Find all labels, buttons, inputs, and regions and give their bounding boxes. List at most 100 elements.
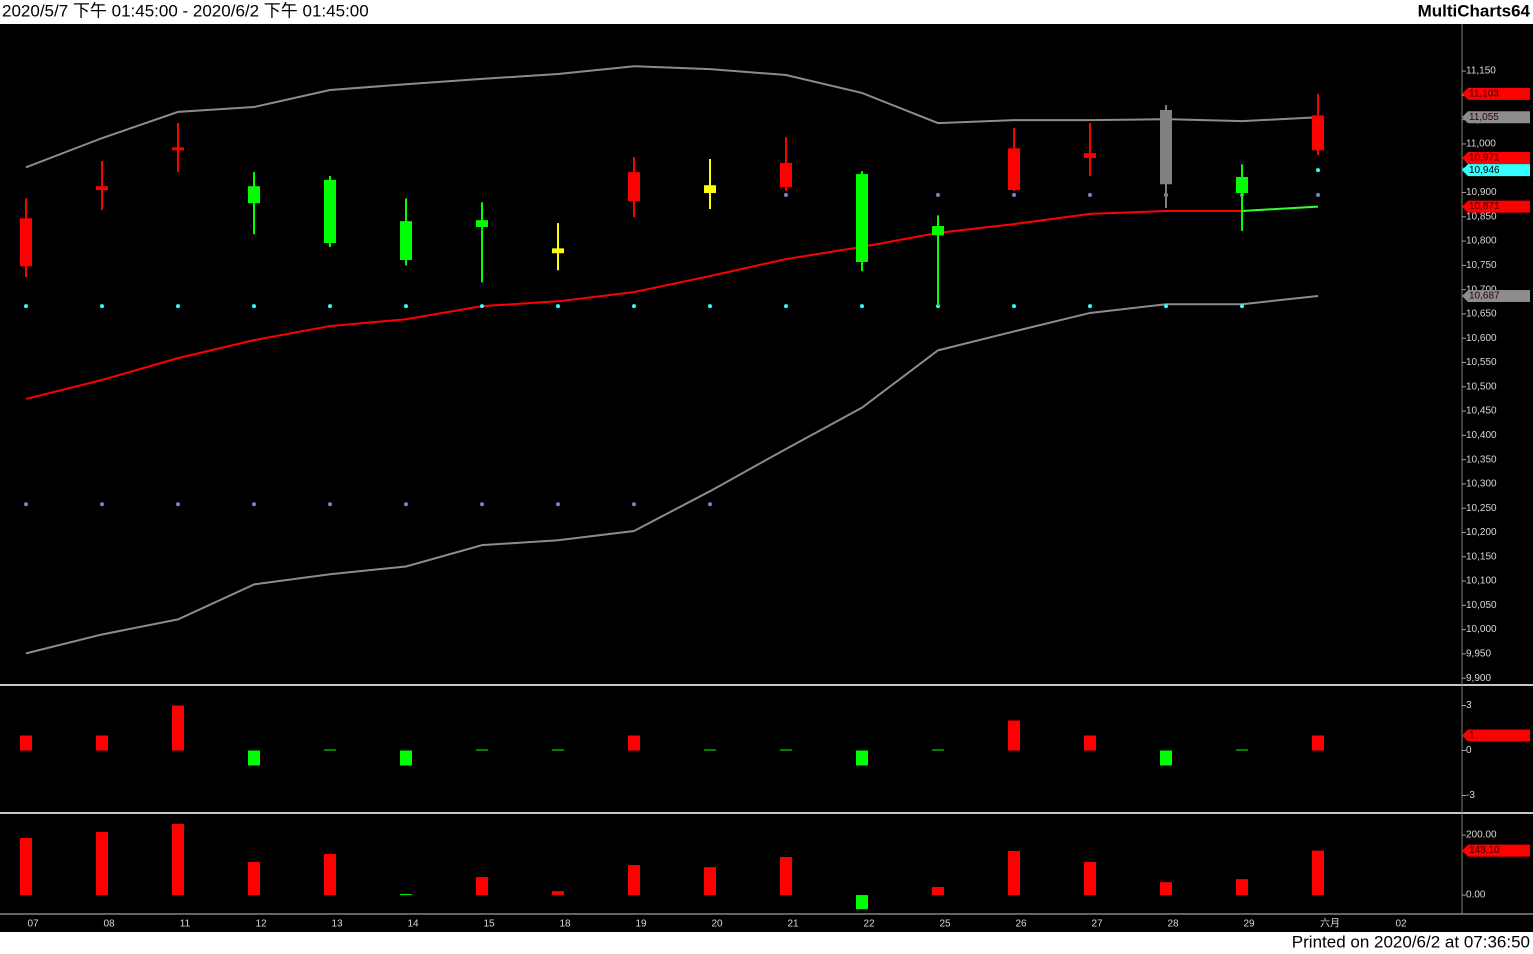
x-tick-label: 六月 bbox=[1320, 918, 1340, 930]
bar bbox=[172, 705, 184, 751]
bar bbox=[780, 749, 792, 751]
candle-body bbox=[780, 162, 792, 188]
bar bbox=[1236, 749, 1248, 751]
bar bbox=[1312, 735, 1324, 751]
bar bbox=[780, 856, 792, 896]
y-tick-label: 3 bbox=[1466, 700, 1472, 711]
candle-body bbox=[20, 218, 32, 267]
x-tick-label: 26 bbox=[1015, 919, 1027, 930]
dot bbox=[176, 304, 180, 309]
candle-body bbox=[248, 186, 260, 204]
bar bbox=[628, 735, 640, 751]
y-tick-label: 10,550 bbox=[1466, 357, 1497, 368]
y-tick-label: 10,700 bbox=[1466, 284, 1497, 295]
bar bbox=[400, 750, 412, 766]
price-tag bbox=[1462, 152, 1530, 165]
x-tick-label: 12 bbox=[255, 919, 267, 930]
bar bbox=[1008, 720, 1020, 751]
dot bbox=[1164, 304, 1168, 309]
candle-body bbox=[1160, 109, 1172, 185]
bar bbox=[1236, 879, 1248, 896]
y-tick-label: 10,350 bbox=[1466, 454, 1497, 465]
bar bbox=[932, 886, 944, 896]
x-tick-label: 08 bbox=[103, 919, 115, 930]
dot bbox=[632, 304, 636, 309]
price-tag-label: 148.10 bbox=[1469, 845, 1500, 856]
candle-body bbox=[400, 221, 412, 261]
bar bbox=[400, 894, 412, 896]
y-tick-label: 10,150 bbox=[1466, 551, 1497, 562]
dot bbox=[784, 192, 788, 197]
bar bbox=[20, 735, 32, 751]
dot bbox=[632, 502, 636, 507]
dot bbox=[24, 304, 28, 309]
dot bbox=[1012, 304, 1016, 309]
price-tag-label: 11,103 bbox=[1469, 89, 1499, 100]
y-tick-label: 10,750 bbox=[1466, 260, 1497, 271]
y-tick-label: 10,000 bbox=[1466, 624, 1497, 635]
line-series-last bbox=[1241, 205, 1319, 212]
bar bbox=[324, 749, 336, 751]
dot bbox=[24, 502, 28, 507]
candle-body bbox=[96, 186, 108, 191]
candle-body bbox=[1084, 153, 1096, 159]
bar bbox=[172, 823, 184, 896]
x-tick-label: 29 bbox=[1243, 919, 1255, 930]
candle-body bbox=[1008, 148, 1020, 191]
y-tick-label: 10,100 bbox=[1466, 576, 1497, 587]
y-tick-label: 10,250 bbox=[1466, 503, 1497, 514]
dot bbox=[328, 304, 332, 309]
bar bbox=[1084, 735, 1096, 751]
y-tick-label: 10,400 bbox=[1466, 430, 1497, 441]
y-tick-label: 10,850 bbox=[1466, 211, 1497, 222]
x-tick-label: 27 bbox=[1091, 919, 1103, 930]
bar bbox=[1312, 850, 1324, 896]
dot bbox=[1088, 192, 1092, 197]
dot bbox=[1240, 304, 1244, 309]
bar bbox=[324, 853, 336, 896]
y-tick-label: 10,800 bbox=[1466, 236, 1497, 247]
x-tick-label: 14 bbox=[407, 919, 419, 930]
x-tick-label: 21 bbox=[787, 919, 799, 930]
y-tick-label: 10,900 bbox=[1466, 187, 1497, 198]
dot bbox=[176, 502, 180, 507]
bar bbox=[704, 867, 716, 896]
y-tick-label: 11,000 bbox=[1466, 139, 1496, 150]
dot bbox=[480, 304, 484, 309]
dot bbox=[556, 502, 560, 507]
y-tick-label: 200.00 bbox=[1466, 830, 1497, 841]
dot bbox=[100, 502, 104, 507]
y-tick-label: 10,450 bbox=[1466, 406, 1497, 417]
price-tag bbox=[1462, 164, 1530, 177]
candle-body bbox=[324, 179, 336, 244]
bar bbox=[552, 891, 564, 896]
bar bbox=[1084, 862, 1096, 896]
x-tick-label: 15 bbox=[483, 919, 495, 930]
header-bar bbox=[0, 0, 1533, 24]
bar bbox=[1160, 882, 1172, 896]
candle-body bbox=[476, 220, 488, 228]
price-tag bbox=[1462, 111, 1530, 124]
price-tag bbox=[1462, 200, 1530, 213]
x-tick-label: 02 bbox=[1395, 919, 1407, 930]
bar bbox=[248, 750, 260, 766]
y-tick-label: 0.00 bbox=[1466, 890, 1486, 901]
x-tick-label: 22 bbox=[863, 919, 875, 930]
bar bbox=[20, 838, 32, 896]
line-series bbox=[25, 209, 1242, 400]
price-tag-label: 10,946 bbox=[1469, 165, 1500, 176]
price-tag-label: 10,871 bbox=[1469, 201, 1500, 212]
y-tick-label: 10,500 bbox=[1466, 381, 1497, 392]
header-range: 2020/5/7 下午 01:45:00 - 2020/6/2 下午 01:45… bbox=[2, 1, 369, 20]
candle-body bbox=[704, 185, 716, 194]
y-tick-label: 0 bbox=[1466, 745, 1472, 756]
price-tag bbox=[1462, 729, 1530, 742]
dot bbox=[404, 502, 408, 507]
dot bbox=[252, 304, 256, 309]
line-series bbox=[25, 65, 1319, 169]
bar bbox=[476, 877, 488, 896]
y-tick-label: 10,650 bbox=[1466, 309, 1497, 320]
x-tick-label: 20 bbox=[711, 919, 723, 930]
